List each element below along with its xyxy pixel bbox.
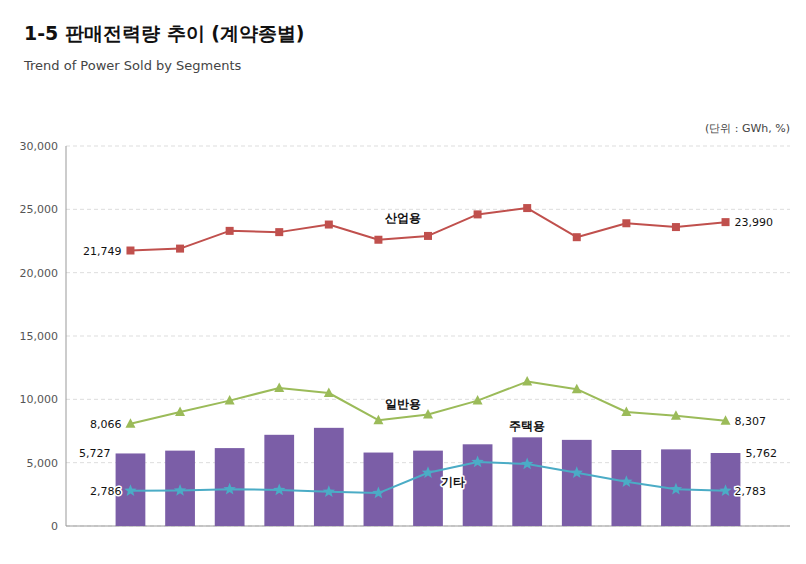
value-label: 5,727 (79, 447, 111, 460)
bar (215, 448, 245, 526)
unit-label: (단위 : GWh, %) (705, 122, 790, 135)
y-tick-label: 15,000 (20, 330, 59, 343)
marker (571, 466, 583, 478)
value-label: 2,783 (735, 485, 767, 498)
marker (719, 484, 731, 496)
value-label: 21,749 (83, 245, 122, 258)
grid (66, 146, 790, 526)
grid-line (66, 209, 790, 210)
bar (463, 444, 493, 526)
marker (572, 384, 582, 394)
value-label: 5,762 (745, 447, 777, 460)
marker (622, 219, 630, 227)
value-label: 2,786 (90, 485, 122, 498)
bar (413, 451, 443, 526)
y-tick-label: 0 (51, 520, 58, 533)
marker (126, 247, 134, 255)
background (0, 0, 806, 564)
line (130, 382, 725, 424)
line (130, 462, 725, 493)
marker (672, 223, 680, 231)
y-axis-line (66, 146, 67, 526)
bar (264, 435, 294, 526)
bar (165, 451, 195, 526)
marker (124, 484, 136, 496)
subtitle: Trend of Power Sold by Segments (23, 58, 242, 73)
marker (721, 415, 731, 425)
marker (373, 415, 383, 425)
marker (175, 407, 185, 417)
series-label: 산업용 (385, 211, 421, 225)
y-tick-label: 25,000 (20, 203, 59, 216)
grid-line (66, 336, 790, 337)
line (130, 208, 725, 250)
marker (323, 485, 335, 497)
series-label: 주택용 (509, 419, 545, 433)
marker (523, 204, 531, 212)
grid-line (66, 399, 790, 400)
marker (671, 410, 681, 420)
marker (521, 457, 533, 469)
marker (522, 376, 532, 386)
marker (374, 236, 382, 244)
y-tick-label: 30,000 (20, 140, 59, 153)
marker (226, 227, 234, 235)
title: 1-5 판매전력량 추이 (계약종별) (24, 22, 305, 44)
value-label: 8,307 (735, 415, 767, 428)
marker (473, 395, 483, 405)
marker (620, 475, 632, 487)
marker (573, 233, 581, 241)
marker (225, 395, 235, 405)
marker (324, 388, 334, 398)
bar (611, 450, 641, 526)
marker (274, 382, 284, 392)
bar (512, 437, 542, 526)
marker (176, 245, 184, 253)
bar (314, 428, 344, 526)
series-label: 일반용 (385, 397, 421, 411)
marker (621, 407, 631, 417)
marker (275, 228, 283, 236)
labels: 주택용 5,727 5,762 산업용 21,749 23,990 일반용 8,066 8,30… (79, 211, 777, 498)
marker (325, 221, 333, 229)
grid-line (66, 146, 790, 147)
marker (471, 456, 483, 468)
marker (670, 483, 682, 495)
chart: 1-5 판매전력량 추이 (계약종별) Trend of Power Sold b… (0, 0, 806, 564)
y-ticks: 0 5,000 10,000 15,000 20,000 25,000 30,000 (20, 140, 59, 533)
marks (116, 204, 741, 526)
marker (125, 418, 135, 428)
bar (562, 440, 592, 526)
y-tick-label: 10,000 (20, 393, 59, 406)
marker (474, 210, 482, 218)
marker (423, 409, 433, 419)
marker (174, 484, 186, 496)
series-label: 기타 (441, 475, 465, 489)
marker (223, 483, 235, 495)
value-label: 8,066 (90, 418, 122, 431)
y-tick-label: 5,000 (27, 457, 59, 470)
marker (273, 483, 285, 495)
value-label: 23,990 (735, 216, 774, 229)
marker (372, 487, 384, 499)
marker (422, 466, 434, 478)
y-tick-label: 20,000 (20, 267, 59, 280)
grid-line (66, 272, 790, 273)
marker (722, 218, 730, 226)
marker (424, 232, 432, 240)
